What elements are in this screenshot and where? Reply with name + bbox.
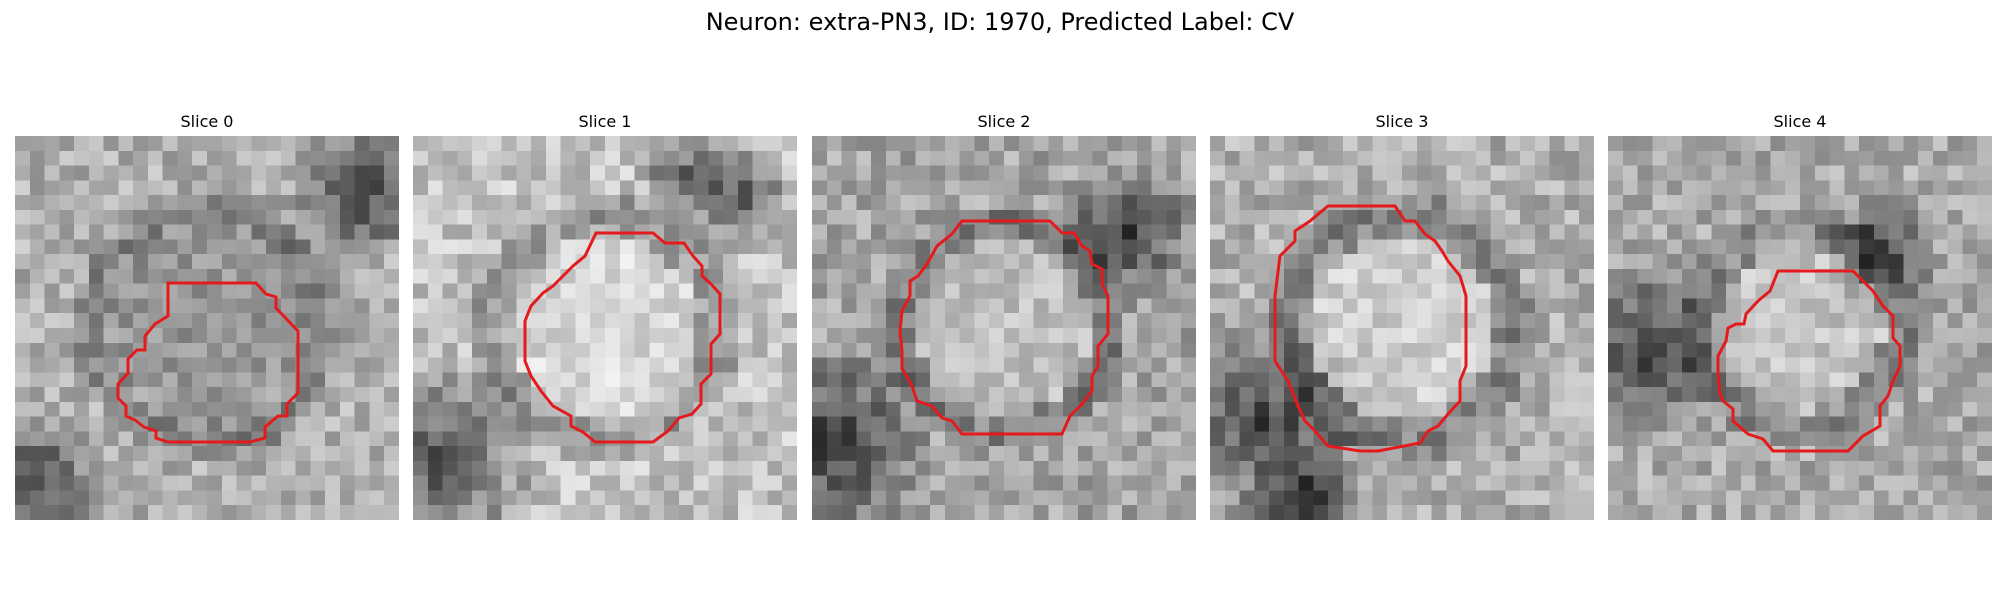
slice-panel-2: Slice 2 (812, 110, 1196, 520)
contour-overlay (1273, 204, 1468, 453)
grayscale-image (413, 136, 797, 520)
segmentation-contour (898, 219, 1110, 436)
contour-overlay (1716, 269, 1902, 453)
slice-panel-0: Slice 0 (15, 110, 399, 520)
slice-title-3: Slice 3 (1375, 112, 1429, 131)
slice-image-0 (15, 136, 399, 520)
slice-title-0: Slice 0 (180, 112, 234, 131)
slice-panel-1: Slice 1 (413, 110, 797, 520)
segmentation-contour (1716, 269, 1902, 453)
segmentation-contour (116, 281, 300, 444)
slice-panel-3: Slice 3 (1210, 110, 1594, 520)
slice-panel-4: Slice 4 (1608, 110, 1992, 520)
slice-title-2: Slice 2 (977, 112, 1031, 131)
contour-overlay (116, 281, 300, 444)
slice-title-4: Slice 4 (1773, 112, 1827, 131)
slice-image-1 (413, 136, 797, 520)
contour-overlay (523, 231, 722, 444)
slice-image-4 (1608, 136, 1992, 520)
segmentation-contour (1273, 204, 1468, 453)
figure-title: Neuron: extra-PN3, ID: 1970, Predicted L… (705, 8, 1295, 36)
segmentation-contour (523, 231, 722, 444)
grayscale-image (1608, 136, 1992, 520)
grayscale-image (812, 136, 1196, 520)
slice-image-2 (812, 136, 1196, 520)
grayscale-image (15, 136, 399, 520)
slice-title-1: Slice 1 (578, 112, 632, 131)
contour-overlay (898, 219, 1110, 436)
slice-image-3 (1210, 136, 1594, 520)
